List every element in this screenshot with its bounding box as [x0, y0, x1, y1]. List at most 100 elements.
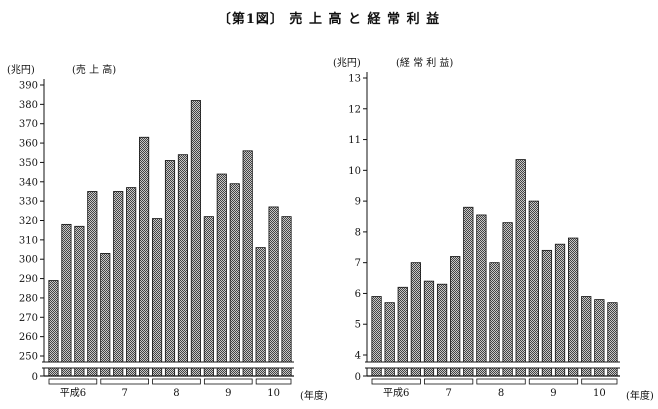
bar [607, 302, 618, 363]
bar [568, 237, 579, 363]
y-tick-label: 380 [19, 100, 38, 111]
bar-stub [450, 367, 461, 377]
bar-stub [371, 367, 382, 377]
y-tick-label: 13 [348, 74, 361, 85]
y-tick-label: 340 [19, 177, 38, 188]
bar [151, 218, 163, 363]
y-tick-label: 330 [19, 197, 38, 208]
x-group-label: 9 [225, 388, 231, 399]
y-tick-label: 12 [348, 104, 361, 115]
y-tick-label: 390 [19, 81, 38, 92]
x-axis-unit-label: (年度) [300, 389, 328, 402]
x-group-label: 8 [498, 388, 504, 399]
chart-title: (経 常 利 益) [396, 56, 453, 69]
fiscal-year-bracket [371, 378, 421, 385]
bar-stub [476, 367, 487, 377]
bar [371, 296, 382, 363]
bar [515, 159, 526, 363]
y-tick-label: 4 [355, 351, 361, 362]
y-tick-label: 320 [19, 216, 38, 227]
bar-stub [541, 367, 553, 377]
bar [281, 216, 292, 363]
bar [216, 173, 227, 363]
bar [177, 154, 189, 363]
fiscal-year-bracket [528, 378, 579, 385]
bar [126, 187, 137, 363]
bar [113, 191, 124, 363]
bar [190, 100, 201, 363]
bar [100, 253, 111, 363]
bar [397, 286, 408, 363]
y-tick-label: 5 [355, 320, 361, 331]
bar-stub [528, 367, 539, 377]
bar [410, 262, 421, 363]
bar [61, 223, 72, 363]
fiscal-year-bracket [100, 378, 149, 385]
figure-title: 〔第1図〕 売 上 高 と 経 常 利 益 [217, 12, 441, 27]
bar-stub [436, 367, 448, 377]
bar-stub [489, 367, 500, 377]
bar-stub [502, 367, 513, 377]
y-axis-unit-label: (兆円) [7, 64, 35, 76]
bar [255, 247, 266, 363]
bar-stub [410, 367, 421, 377]
y-tick-label: 290 [19, 274, 38, 285]
zero-tick-label: 0 [32, 372, 38, 383]
bar-stub [515, 367, 526, 377]
bar-stub [594, 367, 605, 377]
x-group-label: 平成6 [383, 387, 409, 399]
bar [268, 206, 279, 363]
x-group-label: 10 [593, 388, 606, 399]
bar-stub [581, 367, 592, 377]
bar [502, 222, 513, 363]
y-tick-label: 8 [355, 227, 361, 238]
bar [489, 262, 500, 363]
bar-stub [463, 367, 474, 377]
bar [528, 200, 539, 363]
y-tick-label: 250 [19, 352, 38, 363]
x-group-label: 8 [173, 388, 179, 399]
bar [384, 302, 395, 363]
bar [139, 136, 150, 363]
bar [476, 214, 487, 363]
bar [164, 160, 176, 363]
fiscal-year-bracket [581, 378, 618, 385]
fiscal-year-bracket [48, 378, 98, 385]
y-tick-label: 300 [19, 255, 38, 266]
bar [594, 299, 605, 363]
bar [87, 191, 98, 363]
bar [423, 280, 435, 363]
x-group-label: 平成6 [60, 387, 86, 399]
y-tick-label: 7 [355, 258, 361, 269]
axis-break-band [42, 362, 294, 368]
y-tick-label: 270 [19, 313, 38, 324]
fiscal-year-bracket [152, 378, 201, 385]
y-tick-label: 10 [348, 166, 361, 177]
bar [242, 150, 253, 363]
y-axis-unit-label: (兆円) [333, 57, 361, 69]
x-axis-unit-label: (年度) [626, 389, 654, 402]
y-tick-label: 6 [355, 289, 361, 300]
y-tick-label: 310 [19, 235, 38, 246]
bar-stub [607, 367, 618, 377]
bar [229, 183, 240, 363]
bar [450, 256, 461, 363]
zero-tick-label: 0 [355, 372, 361, 383]
x-group-label: 7 [445, 388, 451, 399]
fiscal-year-bracket [203, 378, 253, 385]
bar-stub [568, 367, 579, 377]
bar [581, 296, 592, 363]
bar [541, 249, 553, 363]
chart-title: (売 上 高) [72, 63, 116, 76]
bar [74, 225, 85, 363]
bar [436, 283, 448, 363]
bar-stub [384, 367, 395, 377]
y-tick-label: 360 [19, 139, 38, 150]
axis-break-band [365, 362, 620, 368]
y-tick-label: 260 [19, 332, 38, 343]
x-group-label: 10 [267, 388, 280, 399]
fiscal-year-bracket [255, 378, 292, 385]
bar [554, 243, 566, 363]
